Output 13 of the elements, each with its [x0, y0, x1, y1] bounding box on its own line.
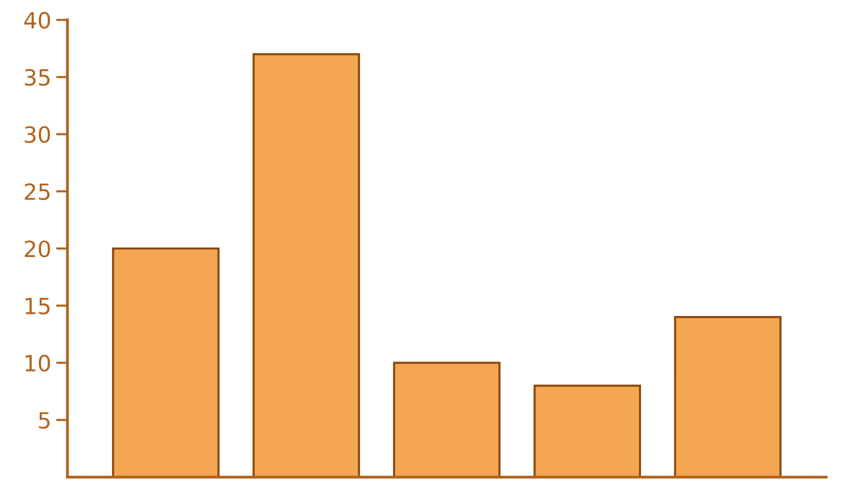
y-tick-label: 25 [24, 183, 50, 200]
y-tick-label: 10 [26, 354, 50, 372]
y-tick-label: 35 [24, 68, 50, 86]
y-tick-label: 15 [26, 298, 50, 314]
y-tick-label: 5 [39, 412, 50, 429]
bar [534, 384, 642, 478]
y-tick-label: 40 [24, 12, 50, 29]
bar [674, 316, 782, 478]
bar [393, 362, 501, 478]
y-tick-label: 30 [24, 126, 50, 143]
bar [252, 53, 360, 478]
y-tick-label: 20 [24, 240, 50, 258]
bar [112, 247, 220, 478]
